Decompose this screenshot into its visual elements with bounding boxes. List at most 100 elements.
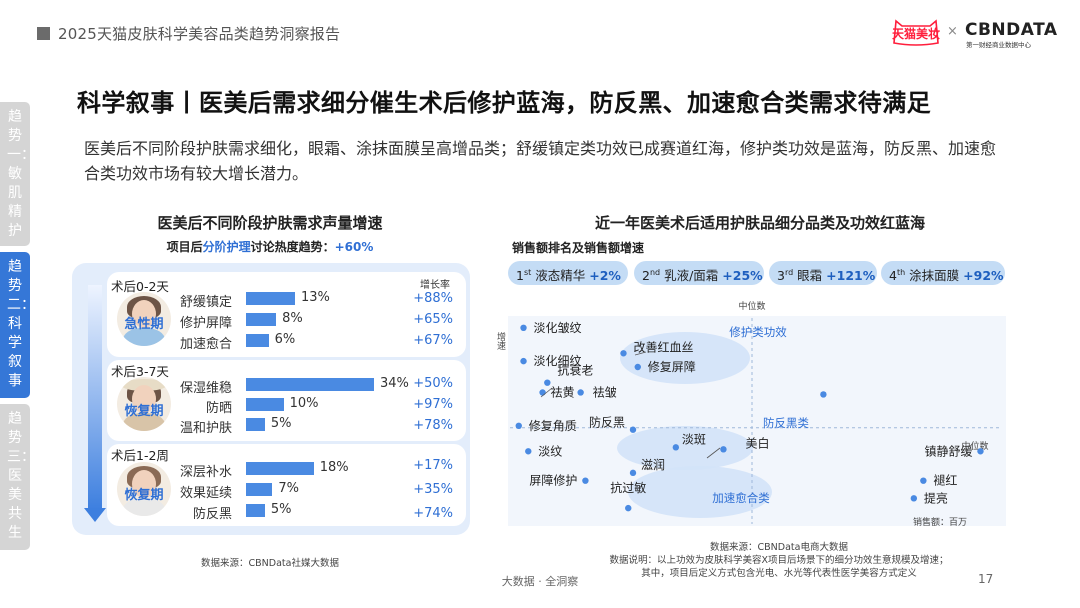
side-tab-label: 趋势二：科学叙事: [7, 259, 35, 389]
share-value: 6%: [274, 332, 296, 347]
x-median-label: 中位数: [738, 300, 765, 312]
scatter-point-label: 抗过敏: [610, 480, 646, 495]
growth-value: +88%: [413, 291, 453, 306]
stage-label: 术后1-2周: [111, 448, 169, 463]
pill-category: 涂抹面膜: [909, 268, 960, 284]
source-line: 数据说明：以上功效为皮肤科学美容X项目后场景下的细分功效生意规模及增速；: [609, 555, 949, 566]
avatar: [117, 377, 171, 431]
scatter-point: [625, 504, 632, 512]
category-rank-pill: 2nd 乳液/面霜 +25%: [634, 261, 764, 285]
leader-line: [540, 387, 553, 398]
header-marker: [37, 27, 50, 40]
growth-value: +35%: [413, 482, 453, 497]
growth-value: +17%: [413, 458, 453, 473]
pill-category: 乳液/面霜: [664, 268, 719, 284]
share-bar: [246, 292, 295, 305]
share-bar: [246, 483, 273, 496]
share-value: 5%: [270, 416, 292, 431]
scatter-point: [920, 477, 927, 484]
phase-label: 恢复期: [124, 488, 164, 503]
source-line: 数据来源：CBNData电商大数据: [710, 542, 848, 553]
scatter-point: [977, 448, 984, 455]
phase-label: 急性期: [124, 317, 164, 332]
row-label: 温和护肤: [179, 421, 232, 436]
left-panel-subtitle: 项目后分阶护理讨论热度趋势：+60%: [72, 238, 468, 255]
cluster-label: 修护类功效: [729, 325, 787, 339]
scatter-point-label: 镇静舒缓: [924, 444, 972, 458]
side-tab-label: 趋势三：医美共生: [7, 411, 35, 541]
timeline-arrow-head: [84, 508, 106, 522]
scatter-point-label: 美白: [745, 435, 769, 450]
category-rank-pill: 4th 涂抹面膜 +92%: [881, 261, 1005, 285]
leader-line: [706, 447, 721, 459]
scatter-point: [672, 444, 680, 451]
share-value: 8%: [282, 311, 303, 326]
logo-separator: ×: [947, 24, 958, 39]
side-tab-trend-1[interactable]: 趋势一：敏肌精护: [0, 102, 35, 246]
x-axis-label: 销售额：百万: [913, 516, 967, 528]
side-tab-trend-3[interactable]: 趋势三：医美共生: [0, 404, 35, 550]
lead-paragraph: 医美后不同阶段护肤需求细化，眼霜、涂抹面膜呈高增品类；舒缓镇定类功效已成赛道红海…: [84, 139, 997, 183]
left-panel-title: 医美后不同阶段护肤需求声量增速: [157, 214, 383, 232]
scatter-point-label: 提亮: [924, 490, 948, 505]
scatter-point-label: 改善红血丝: [633, 339, 693, 354]
stage-label: 术后0-2天: [111, 279, 169, 294]
avatar: [117, 292, 171, 346]
leader-line: [634, 351, 647, 356]
share-bar: [246, 504, 265, 517]
pill-rank-suffix: th: [896, 268, 906, 277]
left-source-note: 数据来源：CBNData社媒大数据: [201, 558, 339, 569]
scatter-point-label: 褪红: [933, 473, 957, 488]
pill-rank-suffix: st: [523, 268, 532, 277]
source-line: 其中，项目后定义方式包含光电、水光等代表性医学美容方式定义: [641, 568, 917, 579]
growth-value: +78%: [413, 418, 453, 433]
scatter-point-label: 淡斑: [682, 432, 706, 446]
row-label: 修护屏障: [179, 316, 232, 331]
scatter-point: [634, 363, 641, 371]
category-rank-pill: 3rd 眼霜 +121%: [769, 261, 877, 285]
pill-rank: 2: [642, 268, 650, 284]
scatter-point-label: 修复屏障: [648, 359, 696, 374]
timeline-arrow: [88, 285, 102, 510]
share-bar: [246, 334, 269, 347]
growth-value: +50%: [413, 376, 453, 391]
side-tab-trend-2[interactable]: 趋势二：科学叙事: [0, 252, 35, 398]
row-label: 保湿维稳: [179, 381, 232, 396]
growth-value: +67%: [413, 333, 453, 348]
row-label: 加速愈合: [179, 337, 232, 352]
subtitle-value: +60%: [334, 240, 374, 254]
pill-rank-suffix: nd: [649, 268, 661, 277]
scatter-point-label: 抗衰老: [557, 363, 593, 378]
growth-header: 增长率: [420, 280, 450, 291]
scatter-point-label: 淡纹: [538, 444, 562, 458]
scatter-point-label: 淡化细纹: [534, 354, 582, 368]
row-label: 防反黑: [192, 507, 232, 522]
page-title: 科学叙事丨医美后需求细分催生术后修护蓝海，防反黑、加速愈合类需求待满足: [77, 89, 931, 117]
scatter-point: [910, 495, 918, 502]
scatter-point-label: 屏障修护: [529, 473, 577, 488]
pill-rank: 3: [777, 268, 785, 284]
scatter-point: [520, 357, 527, 365]
scatter-point: [629, 469, 637, 477]
pill-rank-suffix: rd: [784, 268, 794, 277]
scatter-point-label: 修复角质: [529, 418, 577, 433]
growth-value: +65%: [413, 312, 453, 327]
tmall-cat-icon: [893, 19, 939, 46]
scatter-point: [720, 446, 727, 453]
share-value: 13%: [300, 290, 330, 305]
row-label: 深层补水: [179, 465, 232, 480]
stage-label: 术后3-7天: [111, 364, 169, 379]
cbndata-logo-sub: 第一财经商业数据中心: [966, 41, 1031, 49]
share-bar: [246, 462, 314, 475]
row-label: 防晒: [205, 401, 232, 416]
cbndata-logo: CBNDATA: [965, 20, 1058, 40]
cluster-label: 加速愈合类: [712, 491, 770, 505]
right-source-note: 数据来源：CBNData电商大数据 数据说明：以上功效为皮肤科学美容X项目后场景…: [556, 541, 1002, 580]
pill-rank: 1: [516, 268, 524, 284]
scatter-point: [820, 391, 827, 398]
row-label: 舒缓镇定: [179, 295, 232, 310]
scatter-point: [539, 389, 546, 396]
cluster-ellipse-healing: [628, 466, 772, 518]
row-label: 效果延续: [179, 486, 232, 501]
